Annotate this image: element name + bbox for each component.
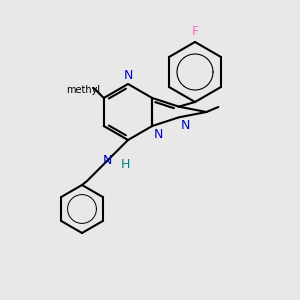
Text: F: F [191, 25, 199, 38]
Text: N: N [154, 128, 164, 141]
Text: methyl: methyl [66, 85, 100, 95]
Text: N: N [123, 69, 133, 82]
Text: H: H [121, 158, 130, 171]
Text: N: N [103, 154, 112, 167]
Text: N: N [181, 119, 190, 132]
